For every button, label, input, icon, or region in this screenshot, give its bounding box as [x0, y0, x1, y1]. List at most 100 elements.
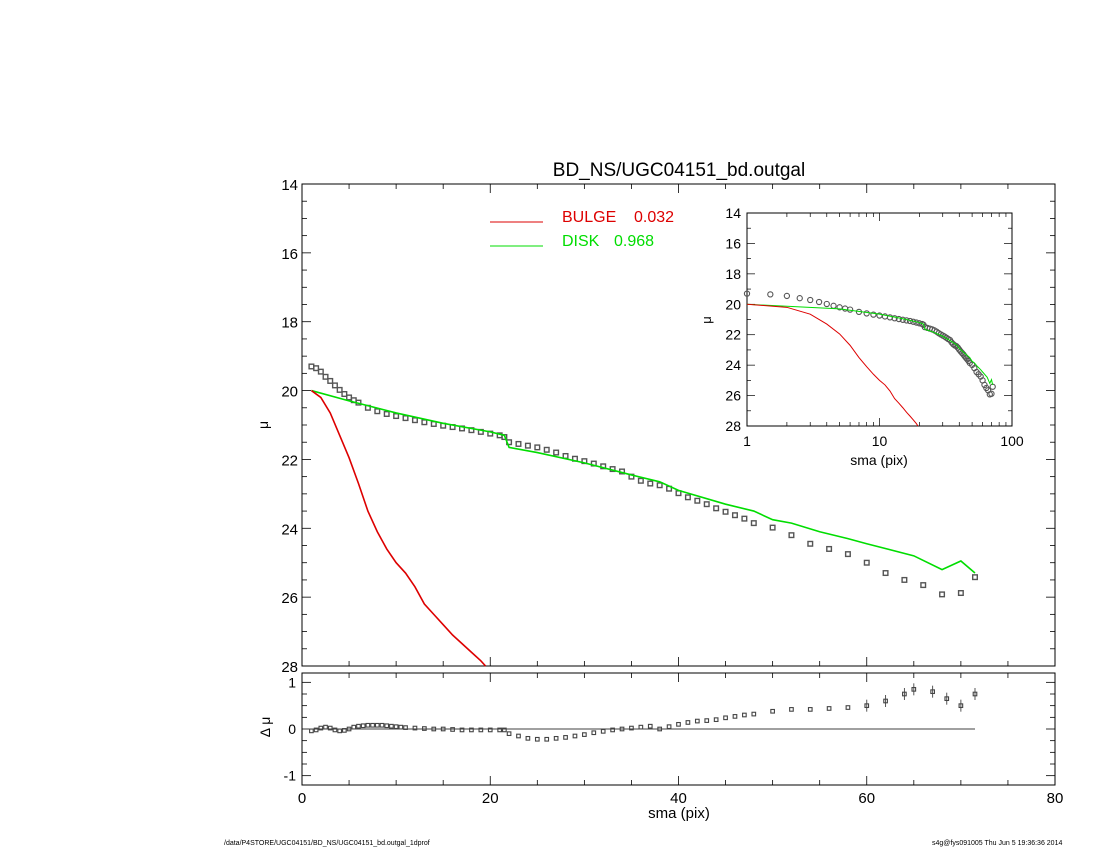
residual-point: [826, 706, 832, 711]
residual-point: [610, 727, 615, 733]
inset-observed-point: [823, 300, 830, 308]
residual-point: [323, 724, 328, 730]
main-axis-ticks: [301, 183, 1056, 667]
residual-x-tick-label: 0: [298, 790, 306, 807]
main-y-tick-label: 20: [281, 384, 298, 401]
observed-point: [703, 501, 710, 508]
residual-point: [704, 718, 710, 723]
residual-point: [309, 728, 314, 734]
inset-y-tick-labels: 14 16 18 20 22 24 26 28: [725, 205, 741, 434]
inset-observed-point: [743, 290, 751, 297]
inset-bulge-model-line: [746, 303, 919, 427]
residual-x-tick-label: 60: [858, 790, 875, 807]
inset-axis-ticks: [746, 212, 1013, 427]
inset-observed-point: [863, 310, 870, 317]
residual-point: [647, 723, 653, 729]
observed-point: [694, 497, 701, 504]
residual-point: [629, 725, 634, 731]
residual-point: [516, 733, 521, 739]
residual-point: [553, 735, 559, 741]
main-y-tick-labels: 14 16 18 20 22 24 26 28: [281, 177, 298, 676]
residual-point: [713, 717, 719, 723]
residual-point: [502, 727, 507, 733]
observed-point: [844, 551, 851, 558]
observed-point: [313, 365, 320, 372]
residual-point: [459, 727, 465, 733]
observed-point: [957, 590, 964, 597]
residual-point: [313, 727, 319, 733]
observed-point: [411, 417, 418, 424]
main-y-tick-label: 26: [281, 590, 298, 607]
residual-point: [845, 705, 851, 710]
residual-point: [944, 696, 950, 702]
inset-y-axis-label: μ: [699, 316, 714, 324]
observed-point: [939, 591, 946, 598]
main-y-tick-label: 28: [281, 659, 298, 676]
observed-point: [331, 382, 338, 389]
main-y-tick-label: 16: [281, 246, 298, 263]
observed-point: [341, 391, 348, 398]
observed-point: [383, 410, 390, 417]
residual-point: [487, 727, 493, 733]
residual-point: [393, 724, 399, 730]
observed-point: [971, 574, 978, 581]
residual-panel: 10-1 0 20 40 60 80 sma (pix) Δ μ: [257, 672, 1064, 822]
inset-panel-frame: [746, 212, 1013, 427]
residual-point: [342, 728, 347, 733]
footer-file-path: /data/P4STORE/UGC04151/BD_NS/UGC04151_bd…: [224, 840, 430, 847]
inset-y-tick-label: 24: [725, 357, 741, 373]
inset-x-tick-label: 100: [1000, 433, 1024, 449]
inset-observed-point: [988, 390, 995, 397]
inset-y-tick-label: 28: [725, 418, 741, 434]
inset-x-tick-labels: 1 10 100: [743, 433, 1024, 449]
inset-observed-point: [895, 315, 903, 323]
observed-point: [647, 480, 654, 487]
residual-point: [403, 725, 408, 730]
main-y-tick-label: 14: [281, 177, 298, 194]
residual-point: [591, 730, 597, 736]
inset-observed-point: [891, 315, 898, 322]
inset-observed-point: [815, 298, 823, 306]
residual-point: [694, 718, 700, 724]
observed-point: [322, 373, 329, 380]
observed-point: [524, 442, 531, 449]
residual-point: [346, 726, 352, 732]
main-panel: 14 16 18 20 22 24 26 28 μ: [255, 177, 1056, 676]
residual-point: [732, 714, 738, 719]
residual-point: [582, 732, 587, 737]
residual-point: [883, 698, 888, 704]
observed-point: [656, 482, 663, 489]
inset-y-tick-label: 22: [725, 327, 741, 343]
residual-x-tick-labels: 0 20 40 60 80: [298, 790, 1064, 807]
residual-point: [327, 725, 333, 731]
residual-point: [318, 725, 324, 731]
residual-point: [351, 724, 357, 730]
main-y-tick-label: 22: [281, 452, 298, 469]
observed-point: [863, 559, 870, 566]
disk-model-line: [311, 389, 976, 574]
residual-y-tick-labels: 1 0 -1: [284, 674, 297, 783]
residual-point: [685, 720, 691, 725]
observed-point: [788, 532, 795, 539]
residual-x-tick-label: 80: [1047, 790, 1064, 807]
main-y-tick-label: 24: [281, 521, 298, 538]
observed-point: [402, 415, 409, 422]
residual-point: [563, 735, 568, 740]
residual-point: [379, 722, 385, 728]
residual-point: [431, 726, 437, 732]
residual-point: [657, 726, 663, 732]
observed-point: [920, 582, 927, 589]
residual-point: [478, 727, 484, 733]
residual-point: [789, 707, 794, 712]
inset-observed-point: [796, 295, 803, 302]
legend-disk-name: DISK: [562, 233, 600, 250]
residual-point: [911, 686, 917, 692]
residual-point: [864, 703, 870, 709]
observed-point: [543, 446, 550, 453]
residual-point: [666, 724, 672, 730]
residual-point: [600, 728, 606, 734]
observed-point: [769, 524, 776, 531]
residual-point: [506, 731, 512, 737]
residual-point: [450, 727, 455, 732]
main-y-axis-label: μ: [255, 421, 271, 429]
